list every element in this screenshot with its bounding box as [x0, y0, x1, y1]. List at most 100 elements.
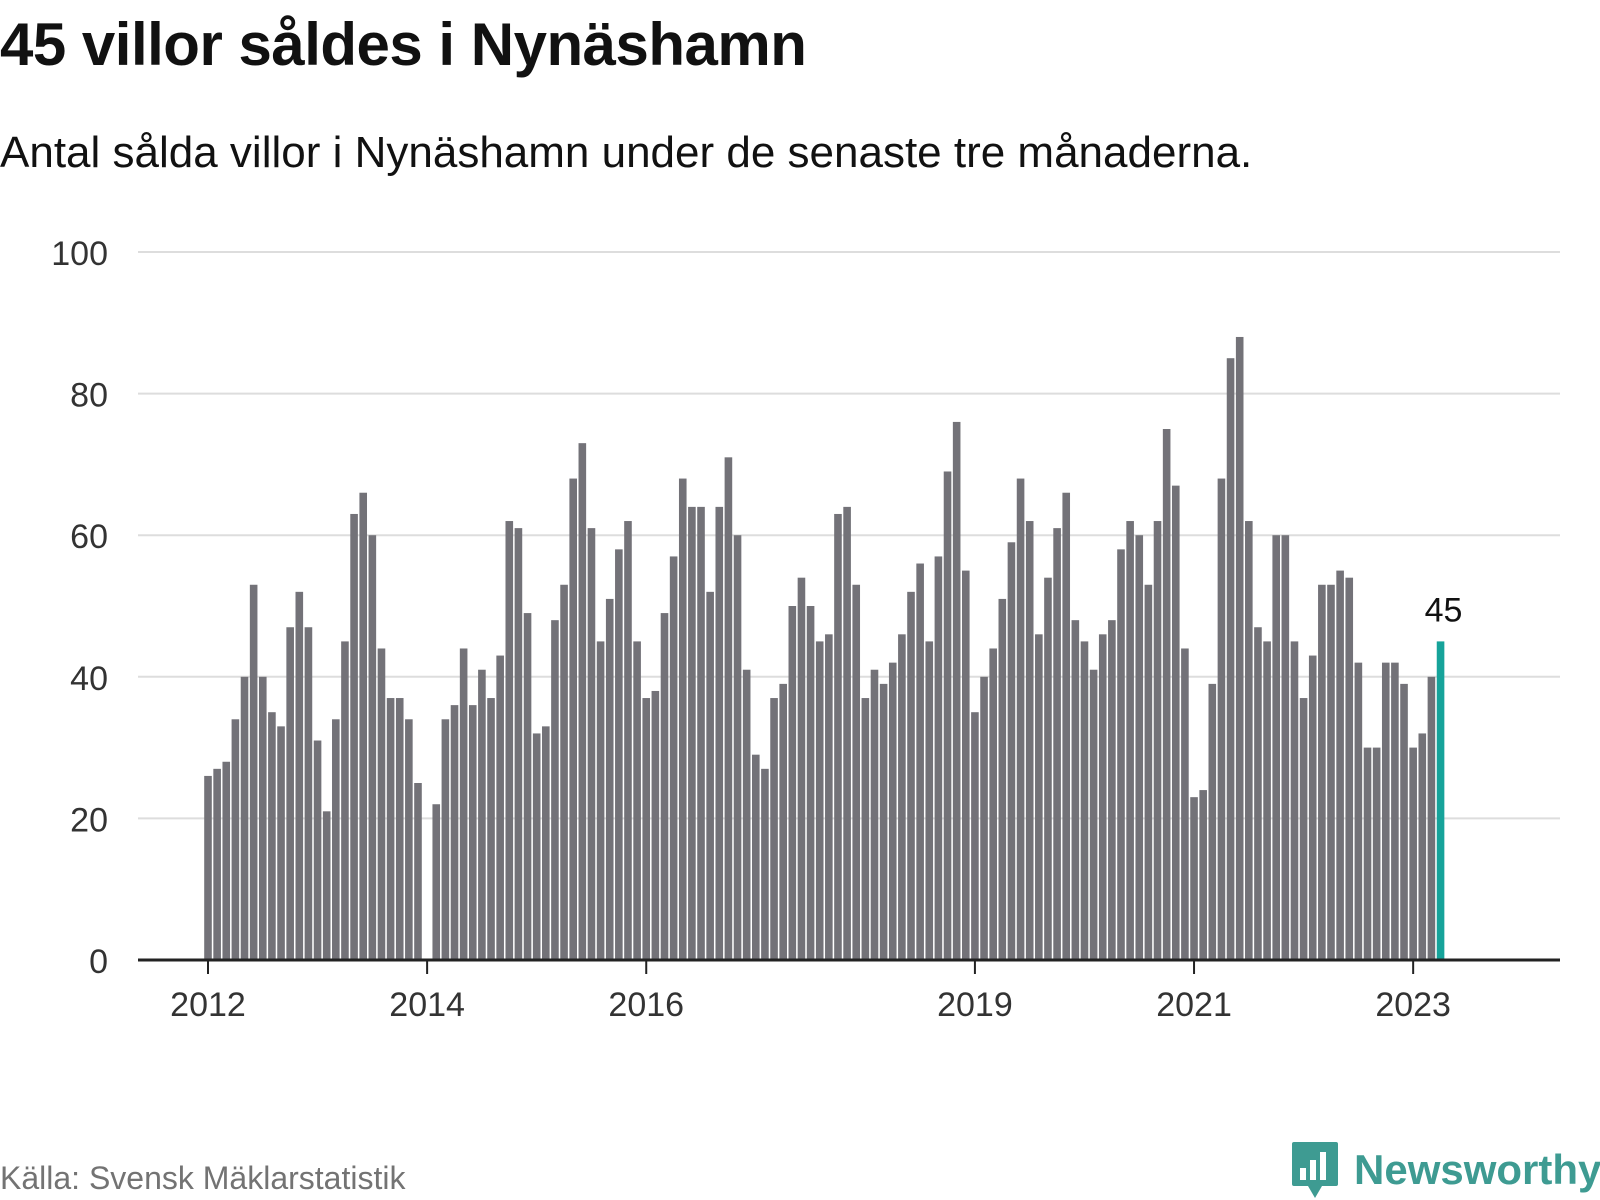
bar	[733, 535, 742, 960]
bar	[560, 584, 568, 960]
bar	[633, 641, 641, 960]
bar	[925, 641, 934, 960]
chart-subtitle: Antal sålda villor i Nynäshamn under de …	[0, 128, 1253, 177]
bar-chart: 0 20 40 60 80 100 45 2012 2014 2016 2019 2021 2023	[51, 235, 1560, 1024]
bar	[468, 705, 477, 960]
x-tick-label: 2021	[1156, 986, 1232, 1024]
bar	[770, 698, 778, 960]
brand-name: Newsworthy	[1354, 1146, 1600, 1193]
bar	[1318, 584, 1326, 960]
bar	[815, 641, 824, 960]
chart-title: 45 villor såldes i Nynäshamn	[0, 11, 807, 78]
bar	[368, 535, 377, 960]
bar	[870, 669, 879, 960]
bar	[341, 641, 349, 960]
y-tick-label: 100	[51, 235, 108, 273]
bar	[1254, 627, 1262, 960]
bar	[359, 492, 368, 960]
bar	[761, 768, 769, 960]
bar	[1089, 669, 1098, 960]
bar	[1409, 747, 1417, 960]
bar	[432, 804, 441, 960]
bar	[377, 648, 386, 960]
bar	[1062, 492, 1071, 960]
bar	[532, 733, 541, 960]
bar	[551, 620, 559, 960]
bar	[1171, 485, 1180, 960]
data-label: 45	[1425, 591, 1463, 629]
bar	[222, 761, 231, 960]
bar	[386, 698, 395, 960]
bar	[1263, 641, 1271, 960]
bar	[907, 591, 915, 960]
bar	[258, 676, 267, 960]
y-tick-label: 80	[70, 377, 108, 415]
bar	[1391, 662, 1399, 960]
bar	[971, 712, 979, 960]
bar	[624, 521, 632, 960]
bar	[313, 740, 322, 960]
bar	[1135, 535, 1144, 960]
x-tick-label: 2019	[937, 986, 1013, 1024]
x-tick-label: 2012	[170, 986, 246, 1024]
bar	[651, 690, 660, 960]
bar	[496, 655, 504, 960]
bar	[660, 613, 669, 960]
bar	[1400, 683, 1408, 960]
bar	[605, 598, 614, 960]
bar	[779, 683, 787, 960]
bar	[1007, 542, 1016, 960]
bar	[752, 754, 760, 960]
y-tick-label: 60	[70, 518, 108, 556]
bar	[1080, 641, 1089, 960]
bar	[1016, 478, 1025, 960]
bar	[697, 506, 705, 960]
bar	[1327, 584, 1335, 960]
y-tick-label: 20	[70, 801, 108, 839]
bar	[1235, 336, 1244, 961]
bar	[478, 669, 486, 960]
bar	[615, 549, 623, 960]
bar	[843, 506, 851, 960]
bar	[1025, 521, 1034, 960]
bar	[487, 698, 495, 960]
bar	[1427, 676, 1436, 960]
bar	[450, 705, 459, 960]
bar	[706, 591, 714, 960]
bar	[414, 783, 422, 960]
bar	[998, 598, 1007, 960]
bar	[1144, 584, 1153, 960]
bar	[441, 719, 450, 960]
bar	[1381, 662, 1390, 960]
bar	[1117, 549, 1125, 960]
bar	[1190, 797, 1198, 960]
highlight-bar	[1436, 641, 1445, 960]
bar	[678, 478, 687, 960]
bar	[989, 648, 997, 960]
bar	[980, 676, 988, 960]
x-tick-label: 2023	[1375, 986, 1451, 1024]
bar	[715, 506, 724, 960]
bar	[1354, 662, 1363, 960]
bar	[888, 662, 897, 960]
bar	[204, 775, 212, 960]
bar	[1363, 747, 1372, 960]
bar	[578, 443, 587, 960]
bar	[405, 719, 413, 960]
bar	[395, 698, 404, 960]
bar	[542, 726, 550, 960]
bar	[277, 726, 285, 960]
bar	[943, 471, 952, 960]
bar	[268, 712, 276, 960]
bar	[1153, 521, 1162, 960]
bar	[1071, 620, 1080, 960]
bar	[797, 577, 806, 960]
bar	[1336, 570, 1344, 960]
bar	[1299, 698, 1308, 960]
bar	[332, 719, 340, 960]
bar	[642, 698, 651, 960]
bar	[669, 556, 678, 960]
bar	[1044, 577, 1052, 960]
source-note: Källa: Svensk Mäklarstatistik	[0, 1160, 406, 1196]
bar	[1345, 577, 1354, 960]
